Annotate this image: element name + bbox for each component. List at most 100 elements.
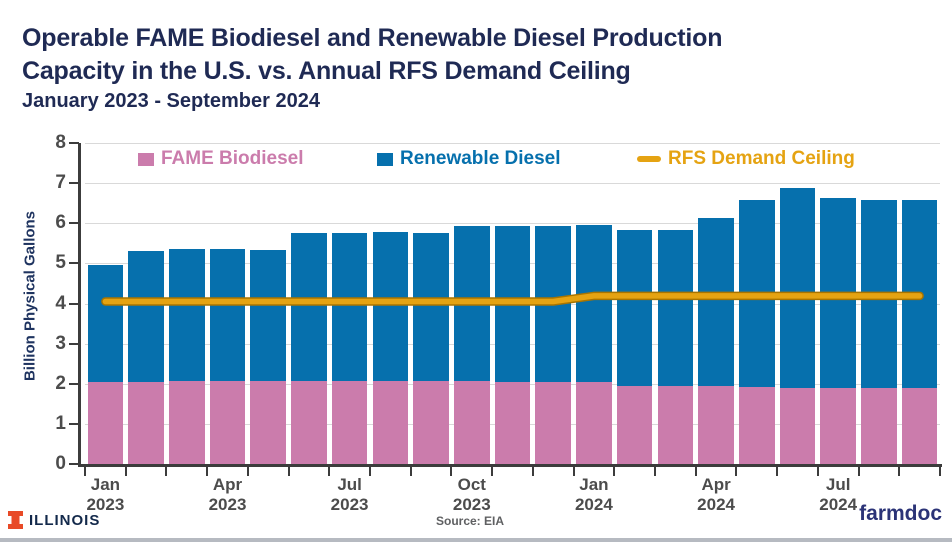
x-tick-year: 2023 bbox=[452, 495, 491, 514]
x-axis-tick bbox=[694, 466, 697, 476]
bar-renewable-segment bbox=[576, 225, 612, 382]
x-axis-tick bbox=[491, 466, 494, 476]
bar-renewable-segment bbox=[372, 232, 409, 381]
x-axis-tick bbox=[857, 466, 860, 476]
y-axis-tick bbox=[69, 382, 79, 385]
bar-fame-segment bbox=[820, 387, 857, 464]
x-axis-tick bbox=[84, 466, 86, 476]
bar-fame-segment bbox=[291, 380, 327, 464]
bar-fame-segment bbox=[494, 381, 531, 464]
x-tick-year: 2023 bbox=[86, 495, 125, 514]
bar-fame-segment bbox=[128, 381, 164, 464]
bar-fame-segment bbox=[331, 380, 368, 464]
x-axis-tick bbox=[450, 466, 453, 476]
illinois-block-i-icon bbox=[8, 511, 23, 529]
x-axis-tick bbox=[572, 466, 575, 476]
bar-fame-segment bbox=[779, 387, 816, 464]
y-axis-tick bbox=[69, 422, 79, 425]
x-tick-month: Jan bbox=[90, 475, 121, 494]
gridline bbox=[85, 183, 940, 185]
bar-renewable-segment bbox=[291, 232, 327, 381]
y-axis-line bbox=[78, 143, 81, 466]
y-tick-label: 4 bbox=[55, 292, 66, 314]
x-axis-tick bbox=[735, 466, 738, 476]
x-tick-label: Jul 2023 bbox=[308, 475, 392, 515]
gridline bbox=[85, 223, 940, 225]
y-tick-label: 3 bbox=[55, 332, 66, 354]
y-tick-label: 7 bbox=[55, 172, 66, 194]
y-axis-tick bbox=[69, 463, 79, 465]
bar-renewable-segment bbox=[413, 232, 449, 381]
legend-item-rfs-demand-ceiling: RFS Demand Ceiling bbox=[637, 148, 855, 169]
legend-label: FAME Biodiesel bbox=[161, 148, 304, 169]
bar-renewable-segment bbox=[250, 250, 287, 382]
legend-label: RFS Demand Ceiling bbox=[668, 148, 855, 169]
bar-renewable-segment bbox=[657, 230, 694, 386]
y-tick-label: 8 bbox=[55, 132, 66, 153]
y-axis-tick bbox=[69, 222, 79, 225]
legend-label: Renewable Diesel bbox=[400, 148, 561, 169]
x-axis-tick bbox=[124, 466, 127, 476]
legend-square-swatch bbox=[377, 152, 393, 166]
x-axis-line bbox=[78, 464, 942, 467]
x-tick-year: 2024 bbox=[697, 495, 735, 514]
gridline bbox=[85, 143, 940, 144]
bar-renewable-segment bbox=[331, 232, 368, 381]
x-tick-label: Jan 2024 bbox=[552, 475, 636, 515]
legend-item-renewable-diesel: Renewable Diesel bbox=[377, 148, 561, 169]
x-axis-tick bbox=[613, 466, 616, 476]
source-note: Source: EIA bbox=[435, 514, 504, 528]
x-tick-month: Apr bbox=[701, 475, 731, 494]
bar-fame-segment bbox=[250, 381, 287, 464]
bar-fame-segment bbox=[657, 385, 694, 464]
x-axis-tick bbox=[287, 466, 290, 476]
x-tick-month: Oct bbox=[457, 475, 486, 494]
chart-title-line1: Operable FAME Biodiesel and Renewable Di… bbox=[22, 24, 723, 52]
x-axis-tick bbox=[531, 466, 534, 476]
bar-fame-segment bbox=[576, 381, 612, 464]
chart-title-line2: Capacity in the U.S. vs. Annual RFS Dema… bbox=[22, 56, 631, 85]
bar-fame-segment bbox=[901, 387, 938, 464]
x-axis-tick bbox=[165, 466, 168, 476]
x-tick-label: Jan 2023 bbox=[63, 475, 147, 515]
y-axis-tick bbox=[69, 142, 79, 144]
bar-fame-segment bbox=[738, 387, 775, 464]
x-tick-year: 2023 bbox=[208, 495, 247, 514]
bar-renewable-segment bbox=[209, 248, 246, 382]
bar-renewable-segment bbox=[698, 218, 734, 386]
y-axis-tick bbox=[69, 302, 79, 305]
y-axis-tick bbox=[69, 182, 79, 185]
bar-renewable-segment bbox=[128, 250, 164, 382]
x-axis-tick bbox=[328, 466, 331, 476]
bar-fame-segment bbox=[698, 385, 734, 464]
illinois-brand: ILLINOIS bbox=[8, 511, 100, 529]
bar-renewable-segment bbox=[168, 248, 205, 382]
y-tick-label: 1 bbox=[55, 412, 66, 434]
bar-fame-segment bbox=[372, 380, 409, 464]
x-tick-year: 2024 bbox=[819, 495, 858, 514]
bar-fame-segment bbox=[87, 382, 124, 464]
bar-fame-segment bbox=[168, 381, 205, 464]
x-tick-month: Jan bbox=[579, 475, 609, 494]
legend-line-swatch bbox=[637, 156, 661, 162]
x-tick-label: Jul 2024 bbox=[796, 475, 880, 515]
y-tick-label: 5 bbox=[55, 252, 66, 274]
x-tick-year: 2023 bbox=[330, 495, 369, 514]
bar-fame-segment bbox=[616, 385, 653, 464]
legend-square-swatch bbox=[138, 152, 154, 166]
y-tick-label: 2 bbox=[55, 372, 66, 394]
x-tick-label: Apr 2024 bbox=[674, 475, 758, 515]
x-axis-tick bbox=[206, 466, 209, 476]
illinois-wordmark: ILLINOIS bbox=[29, 511, 101, 529]
footer-accent-bar bbox=[0, 538, 952, 542]
x-axis-tick bbox=[898, 466, 901, 476]
bar-fame-segment bbox=[413, 380, 449, 464]
x-axis-tick bbox=[369, 466, 371, 476]
bar-renewable-segment bbox=[87, 264, 124, 383]
y-tick-label: 0 bbox=[55, 453, 66, 474]
x-tick-month: Jul bbox=[337, 475, 362, 494]
y-axis-tick bbox=[69, 342, 79, 345]
